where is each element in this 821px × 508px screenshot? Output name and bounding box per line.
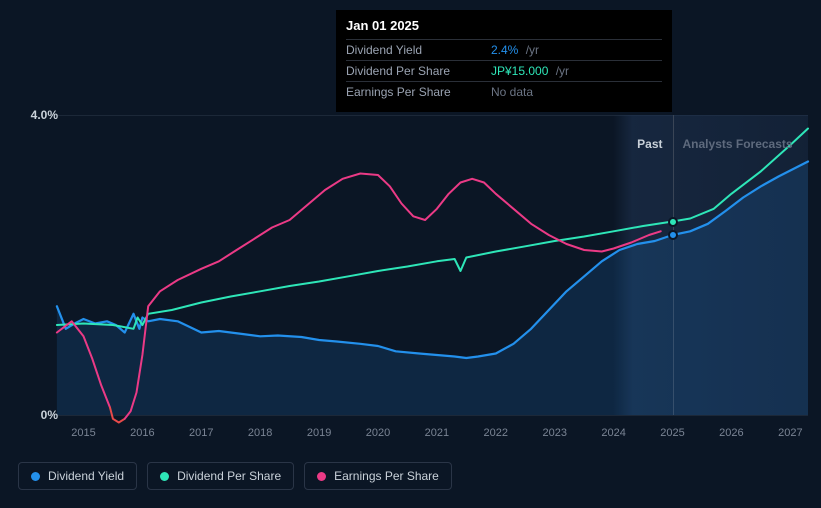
forecast-label: Analysts Forecasts [683,137,793,151]
tooltip-key: Earnings Per Share [346,85,491,99]
dividend_yield-area [57,162,808,416]
tooltip-value: 2.4% /yr [491,43,539,57]
x-tick-label: 2025 [660,427,684,439]
tooltip-key: Dividend Per Share [346,64,491,78]
legend-dot-icon [31,472,40,481]
legend-item-earnings_per_share[interactable]: Earnings Per Share [304,462,452,490]
x-tick-label: 2026 [719,427,743,439]
chart-container: PastAnalysts Forecasts 0%4.0%20152016201… [18,105,808,415]
tooltip-value: No data [491,85,533,99]
x-tick-label: 2022 [484,427,508,439]
x-tick-label: 2027 [778,427,802,439]
x-tick-label: 2021 [425,427,449,439]
tooltip-date: Jan 01 2025 [346,18,662,39]
x-tick-label: 2024 [601,427,625,439]
y-tick-label: 0% [18,408,58,422]
y-tick-label: 4.0% [18,108,58,122]
hover-tooltip: Jan 01 2025 Dividend Yield2.4% /yrDivide… [336,10,672,112]
legend-label: Earnings Per Share [334,469,439,483]
x-tick-label: 2018 [248,427,272,439]
x-tick-label: 2023 [542,427,566,439]
tooltip-row: Dividend Yield2.4% /yr [346,39,662,60]
tooltip-row: Dividend Per ShareJP¥15.000 /yr [346,60,662,81]
x-tick-label: 2017 [189,427,213,439]
past-label: Past [637,137,662,151]
legend-item-dividend_yield[interactable]: Dividend Yield [18,462,137,490]
legend-item-dividend_per_share[interactable]: Dividend Per Share [147,462,294,490]
hover-marker-dividend_yield [668,230,678,240]
tooltip-key: Dividend Yield [346,43,491,57]
legend-label: Dividend Per Share [177,469,281,483]
x-tick-label: 2019 [307,427,331,439]
tooltip-row: Earnings Per ShareNo data [346,81,662,102]
gridline [54,415,808,416]
hover-marker-dividend_per_share [668,217,678,227]
legend-dot-icon [317,472,326,481]
x-tick-label: 2016 [130,427,154,439]
plot-area[interactable]: Past Analysts Forecasts [54,115,808,415]
x-tick-label: 2020 [366,427,390,439]
tooltip-value: JP¥15.000 /yr [491,64,569,78]
chart-svg [54,115,808,415]
legend-label: Dividend Yield [48,469,124,483]
legend-dot-icon [160,472,169,481]
legend: Dividend Yield Dividend Per Share Earnings… [18,462,452,490]
x-tick-label: 2015 [71,427,95,439]
tooltip-rows: Dividend Yield2.4% /yrDividend Per Share… [346,39,662,102]
